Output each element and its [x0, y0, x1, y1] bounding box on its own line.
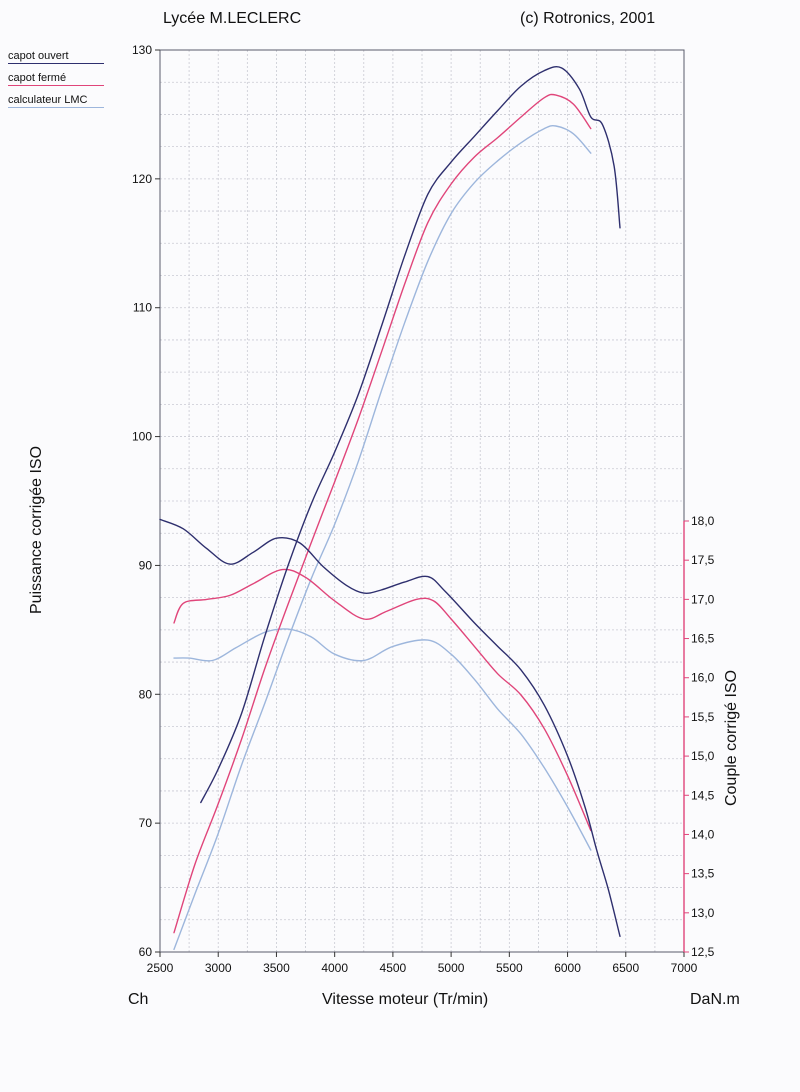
- header-copyright: (c) Rotronics, 2001: [520, 10, 656, 27]
- legend-label: capot ouvert: [8, 50, 69, 62]
- y-tick-label-right: 13,0: [691, 906, 715, 920]
- y-tick-label-right: 12,5: [691, 945, 715, 959]
- legend-swatch: [8, 85, 104, 86]
- y-axis-label-left: Puissance corrigée ISO: [28, 445, 45, 615]
- y-tick-label-left: 110: [133, 301, 152, 315]
- series-line-puissance-calculateur-lmc: [173, 124, 592, 951]
- y-tick-label-left: 130: [132, 43, 152, 57]
- series-line-couple-capot-ouvert: [159, 518, 621, 937]
- y-tick-label-left: 70: [139, 816, 153, 830]
- x-tick-label: 3000: [205, 961, 232, 975]
- y-tick-label-right: 16,5: [691, 632, 715, 646]
- x-tick-label: 4500: [380, 961, 407, 975]
- x-tick-label: 4000: [321, 961, 348, 975]
- x-tick-label: 6000: [554, 961, 581, 975]
- x-tick-label: 5000: [438, 961, 465, 975]
- unit-right: DaN.m: [690, 991, 740, 1008]
- legend: capot ouvert capot fermé calculateur LMC: [8, 50, 104, 116]
- y-axis-label-right: Couple corrigé ISO: [723, 669, 740, 807]
- legend-label: capot fermé: [8, 72, 67, 84]
- y-tick-label-right: 18,0: [691, 514, 715, 528]
- y-tick-label-right: 14,5: [691, 788, 715, 802]
- legend-item-capot-ferme: capot fermé: [8, 72, 104, 94]
- x-tick-label: 7000: [671, 961, 698, 975]
- y-tick-label-left: 60: [139, 945, 153, 959]
- legend-label: calculateur LMC: [8, 94, 88, 106]
- series-line-couple-capot-ferme: [173, 568, 592, 832]
- y-tick-label-left: 90: [139, 558, 153, 572]
- series-line-puissance-capot-ouvert: [200, 66, 621, 804]
- y-tick-label-right: 17,5: [691, 553, 715, 567]
- legend-item-capot-ouvert: capot ouvert: [8, 50, 104, 72]
- legend-item-calculateur: calculateur LMC: [8, 94, 104, 116]
- x-tick-label: 2500: [147, 961, 174, 975]
- y-tick-label-right: 13,5: [691, 867, 715, 881]
- series-line-puissance-capot-ferme: [173, 93, 592, 934]
- y-tick-label-right: 14,0: [691, 827, 715, 841]
- y-tick-label-right: 15,0: [691, 749, 715, 763]
- legend-swatch: [8, 63, 104, 64]
- header-school: Lycée M.LECLERC: [163, 10, 302, 27]
- x-tick-label: 6500: [612, 961, 639, 975]
- series-line-couple-calculateur-lmc: [173, 628, 592, 851]
- grid: [160, 50, 684, 952]
- x-tick-label: 5500: [496, 961, 523, 975]
- y-tick-label-right: 17,0: [691, 592, 715, 606]
- x-tick-label: 3500: [263, 961, 290, 975]
- y-tick-label-left: 100: [132, 430, 152, 444]
- y-tick-label-left: 120: [132, 172, 152, 186]
- x-axis-label: Vitesse moteur (Tr/min): [322, 991, 489, 1008]
- y-tick-label-left: 80: [139, 687, 153, 701]
- y-tick-label-right: 15,5: [691, 710, 715, 724]
- plot-border: [159, 49, 685, 953]
- y-tick-label-right: 16,0: [691, 671, 715, 685]
- unit-left: Ch: [128, 991, 149, 1008]
- legend-swatch: [8, 107, 104, 108]
